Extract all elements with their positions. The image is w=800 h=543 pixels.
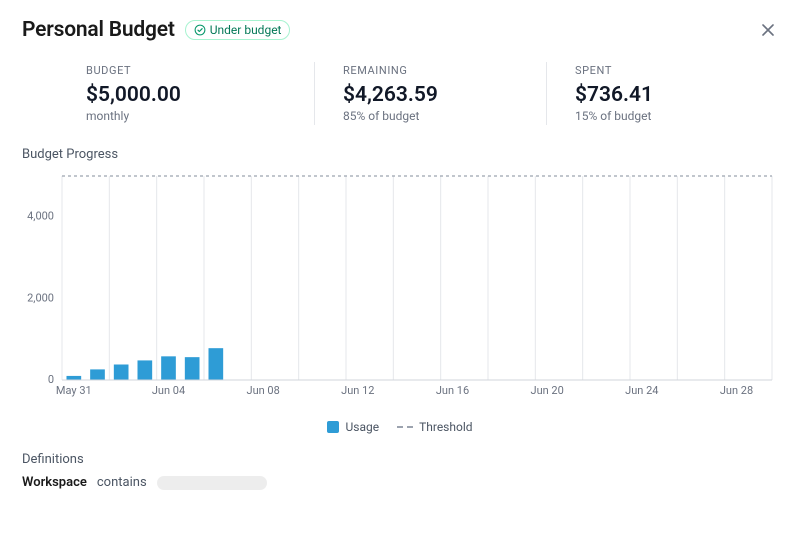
close-button[interactable]	[758, 20, 778, 40]
definitions-title: Definitions	[22, 452, 778, 467]
svg-text:Jun 16: Jun 16	[436, 384, 469, 397]
legend-usage-label: Usage	[345, 420, 379, 434]
definition-key: Workspace	[22, 475, 87, 490]
stat-sub: monthly	[86, 109, 290, 123]
status-badge-text: Under budget	[210, 23, 282, 37]
stat-label: SPENT	[575, 64, 754, 77]
svg-text:May 31: May 31	[56, 384, 92, 397]
stat-value: $5,000.00	[86, 83, 290, 107]
svg-text:Jun 24: Jun 24	[625, 384, 658, 397]
definition-row: Workspace contains	[22, 475, 778, 490]
stat-budget: BUDGET $5,000.00 monthly	[82, 62, 314, 125]
svg-text:4,000: 4,000	[27, 210, 54, 223]
chart-title: Budget Progress	[22, 147, 778, 162]
definition-operator: contains	[97, 475, 147, 490]
legend-usage: Usage	[327, 420, 379, 434]
svg-text:Jun 08: Jun 08	[247, 384, 280, 397]
svg-text:Jun 04: Jun 04	[152, 384, 185, 397]
stats-row: BUDGET $5,000.00 monthly REMAINING $4,26…	[22, 56, 778, 139]
legend-swatch-usage	[327, 421, 339, 433]
stat-sub: 15% of budget	[575, 109, 754, 123]
stat-spent: SPENT $736.41 15% of budget	[546, 62, 778, 125]
check-circle-icon	[194, 24, 206, 36]
definition-value-redacted	[157, 476, 267, 490]
chart-legend: Usage Threshold	[22, 420, 778, 434]
stat-value: $736.41	[575, 83, 754, 107]
stat-value: $4,263.59	[343, 83, 522, 107]
page-title: Personal Budget	[22, 18, 175, 42]
stat-label: BUDGET	[86, 64, 290, 77]
svg-text:Jun 28: Jun 28	[720, 384, 753, 397]
svg-text:2,000: 2,000	[27, 291, 54, 304]
legend-threshold: Threshold	[397, 420, 472, 434]
stat-label: REMAINING	[343, 64, 522, 77]
legend-dash-threshold	[397, 426, 413, 428]
svg-text:0: 0	[48, 373, 54, 386]
header: Personal Budget Under budget	[22, 18, 778, 42]
status-badge: Under budget	[185, 20, 291, 40]
stat-sub: 85% of budget	[343, 109, 522, 123]
svg-text:Jun 20: Jun 20	[531, 384, 564, 397]
legend-threshold-label: Threshold	[419, 420, 472, 434]
close-icon	[761, 23, 775, 37]
svg-text:Jun 12: Jun 12	[341, 384, 374, 397]
stat-remaining: REMAINING $4,263.59 85% of budget	[314, 62, 546, 125]
budget-progress-chart: 0 2,000 4,000 May 31 Jun 04 Jun 08 Jun 12 Jun 1…	[22, 170, 778, 400]
